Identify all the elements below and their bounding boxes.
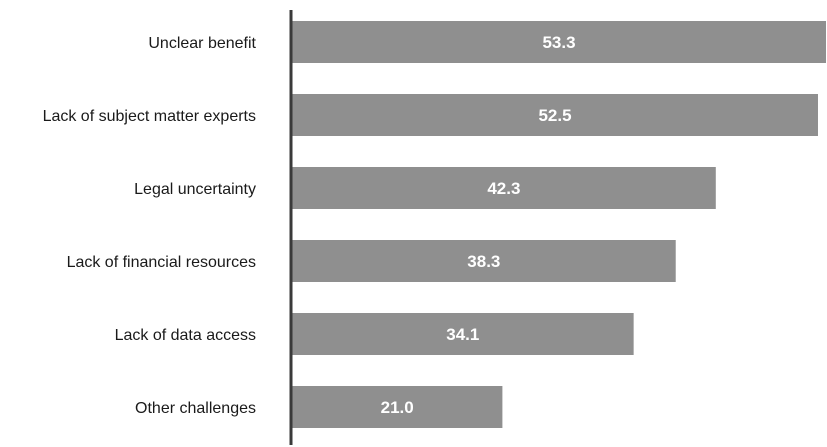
category-label: Lack of subject matter experts (43, 108, 256, 125)
category-label: Legal uncertainty (134, 181, 256, 198)
bars-group (292, 21, 826, 428)
bar (292, 94, 818, 136)
category-label: Lack of data access (115, 327, 256, 344)
bar (292, 21, 826, 63)
value-label: 53.3 (542, 33, 575, 52)
bar (292, 313, 634, 355)
value-label: 34.1 (446, 325, 479, 344)
bar (292, 386, 503, 428)
category-label: Lack of financial resources (67, 254, 256, 271)
category-label: Unclear benefit (148, 35, 256, 52)
bar (292, 167, 716, 209)
value-label: 38.3 (467, 252, 500, 271)
category-label: Other challenges (135, 400, 256, 417)
bar (292, 240, 676, 282)
value-label: 42.3 (487, 179, 520, 198)
value-label: 52.5 (538, 106, 571, 125)
value-labels-group: 53.3 52.5 42.3 38.3 34.1 21.0 (381, 33, 576, 417)
value-label: 21.0 (381, 398, 414, 417)
category-labels-group: Unclear benefit Lack of subject matter ex… (43, 35, 257, 417)
